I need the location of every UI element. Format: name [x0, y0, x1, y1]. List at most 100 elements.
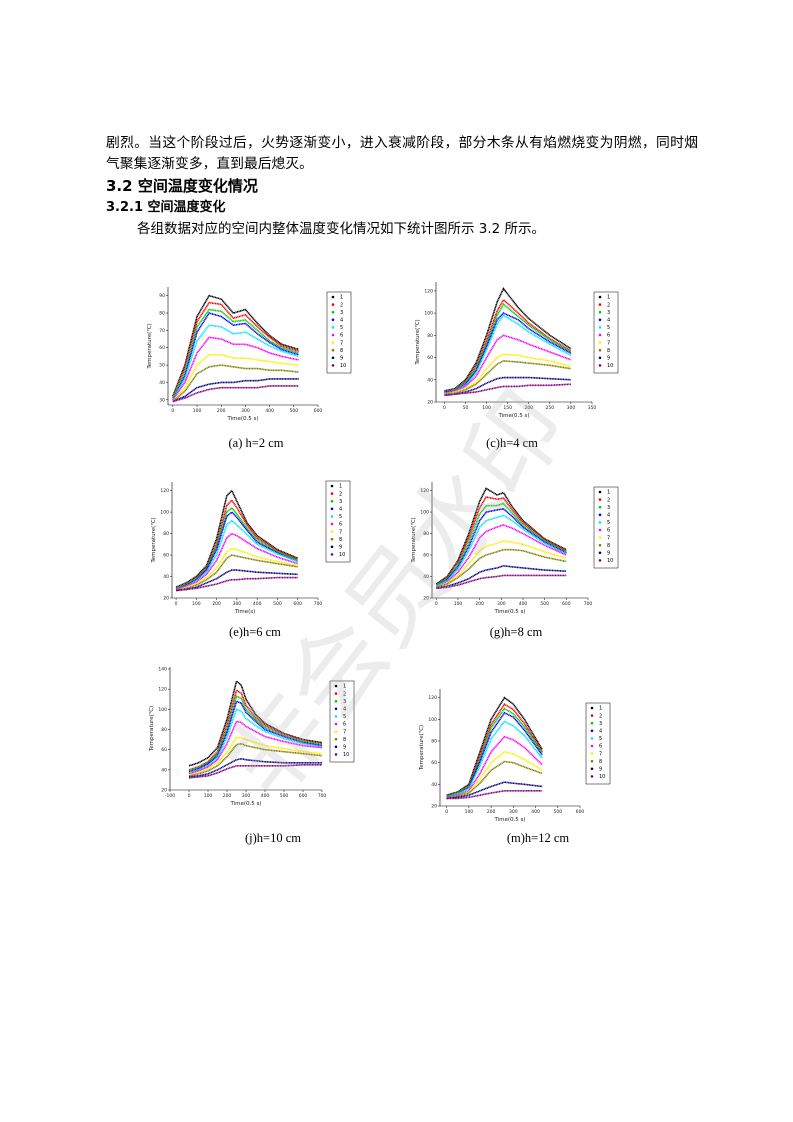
x-tick-label: 0	[188, 793, 191, 799]
y-tick-label: 60	[161, 747, 167, 753]
y-tick-label: 100	[160, 510, 169, 516]
x-tick-label: 250	[546, 405, 555, 411]
legend-label: 9	[343, 745, 346, 751]
legend-label: 3	[340, 310, 343, 316]
x-tick-label: 500	[280, 793, 289, 799]
series-line	[435, 524, 567, 588]
legend-box	[329, 680, 355, 763]
legend-marker	[330, 522, 334, 526]
legend-box	[593, 486, 619, 569]
y-tick-label: 80	[431, 739, 437, 745]
series-line	[172, 378, 299, 403]
y-axis-label: Temperature(℃)	[148, 706, 155, 752]
legend-marker	[330, 492, 334, 495]
legend-marker	[330, 484, 334, 488]
legend-label: 2	[339, 491, 342, 497]
series-line	[172, 364, 299, 403]
subsection-heading: 3.2.1 空间温度变化	[106, 196, 226, 215]
y-tick-label: 20	[161, 788, 167, 794]
x-tick-label: 400	[253, 601, 262, 607]
series-line	[175, 489, 299, 588]
x-tick-label: 600	[299, 793, 308, 799]
x-tick-label: 0	[435, 601, 438, 607]
legend-label: 10	[339, 552, 345, 558]
chart: -100 0 100 200 300 400 500 600 700 20 40 60 80 100 120…	[148, 667, 355, 845]
legend-marker	[598, 348, 602, 352]
y-tick-label: 120	[160, 488, 169, 494]
legend-label: 3	[599, 721, 602, 727]
legend-marker	[590, 737, 594, 740]
legend-label: 4	[340, 318, 343, 324]
x-axis-label: Time(0.5 s)	[493, 609, 525, 615]
legend-label: 9	[339, 545, 342, 551]
series-line	[175, 519, 298, 591]
y-tick-label: 120	[158, 687, 167, 693]
y-tick-label: 120	[428, 695, 437, 701]
legend-marker	[590, 767, 594, 771]
y-tick-label: 60	[159, 345, 165, 351]
series-line	[435, 507, 567, 587]
legend-marker	[334, 737, 338, 741]
legend-marker	[334, 684, 338, 688]
y-tick-label: 80	[423, 531, 429, 537]
chart: 0 100 200 300 400 500 600 700 20 40 60 80 100 120 Time…	[150, 480, 351, 639]
legend-marker	[331, 364, 335, 367]
legend-marker	[330, 553, 334, 556]
y-tick-label: 40	[161, 767, 167, 773]
series-line	[444, 360, 572, 396]
legend-label: 7	[607, 340, 610, 346]
series-line	[175, 576, 298, 592]
x-tick-label: 500	[273, 601, 282, 607]
y-tick-label: 40	[163, 574, 169, 580]
legend-label: 2	[607, 302, 610, 308]
subsection-number: 3.2.1	[106, 200, 144, 215]
y-tick-label: 60	[423, 553, 429, 559]
legend-marker	[598, 295, 602, 299]
legend-marker	[334, 692, 338, 695]
series-line	[175, 569, 298, 592]
legend-label: 3	[607, 310, 610, 316]
y-tick-label: 120	[420, 488, 429, 494]
x-tick-label: 400	[265, 408, 274, 414]
legend-marker	[331, 310, 335, 314]
x-tick-label: 300	[242, 793, 251, 799]
legend-marker	[590, 706, 594, 710]
legend-label: 8	[343, 737, 346, 743]
legend-label: 5	[339, 514, 342, 520]
legend-label: 8	[340, 348, 343, 354]
x-tick-label: 100	[193, 408, 202, 414]
legend-marker	[598, 303, 602, 306]
x-tick-label: 200	[487, 809, 496, 815]
series-line	[188, 708, 323, 774]
legend-marker	[590, 759, 594, 763]
legend-label: 7	[343, 729, 346, 735]
legend-marker	[590, 775, 594, 778]
legend-label: 5	[599, 736, 602, 742]
x-tick-label: 600	[293, 601, 302, 607]
y-axis-label: Temperature(℃)	[150, 517, 157, 563]
series-line	[444, 312, 572, 393]
y-tick-label: 100	[420, 510, 429, 516]
legend-marker	[590, 752, 594, 755]
series-line	[436, 564, 567, 590]
y-tick-label: 80	[163, 531, 169, 537]
legend-marker	[334, 730, 338, 733]
legend-marker	[331, 318, 335, 322]
paragraph: 剧烈。当这个阶段过后，火势逐渐变小，进入衰减阶段，部分木条从有焰燃烧变为阴燃，同…	[106, 135, 698, 172]
series-line	[172, 308, 299, 399]
legend-marker	[330, 499, 334, 503]
legend-marker	[330, 530, 334, 533]
y-axis-label: Temperature(℃)	[146, 323, 153, 369]
series-line	[172, 353, 299, 403]
y-tick-label: 30	[159, 397, 165, 403]
x-tick-label: 100	[204, 793, 213, 799]
legend-label: 8	[607, 348, 610, 354]
x-tick-label: 700	[314, 601, 323, 607]
series-line	[188, 736, 323, 776]
legend-label: 5	[607, 325, 610, 331]
x-tick-label: 100	[454, 601, 463, 607]
series-line	[172, 385, 299, 403]
y-tick-label: 90	[159, 293, 165, 299]
legend-marker	[334, 715, 338, 718]
